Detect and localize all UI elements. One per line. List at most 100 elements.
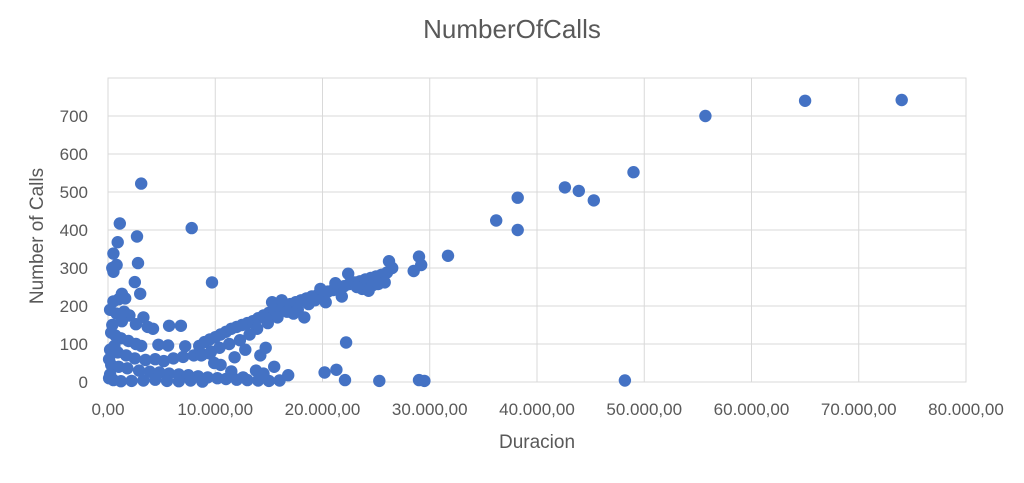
data-point xyxy=(135,177,148,190)
data-point xyxy=(130,230,144,243)
data-point xyxy=(131,256,145,270)
x-tick-label: 40.000,00 xyxy=(499,400,575,419)
data-point xyxy=(135,339,148,353)
data-point xyxy=(271,311,284,324)
data-point xyxy=(699,109,712,123)
data-point xyxy=(223,337,236,351)
x-tick-label: 20.000,00 xyxy=(285,400,361,419)
data-point xyxy=(259,341,272,354)
data-point xyxy=(407,264,420,278)
data-point xyxy=(339,336,353,349)
data-point xyxy=(121,362,134,375)
data-point xyxy=(261,316,274,330)
data-point xyxy=(330,363,343,376)
y-tick-label: 100 xyxy=(60,335,88,354)
data-point xyxy=(382,255,396,268)
data-point xyxy=(115,315,129,328)
data-point xyxy=(128,352,141,365)
data-point xyxy=(228,351,241,364)
data-point xyxy=(161,339,175,352)
x-tick-label: 80.000,00 xyxy=(928,400,1004,419)
data-point xyxy=(139,353,152,367)
y-tick-label: 600 xyxy=(60,145,88,164)
data-point xyxy=(236,371,250,384)
data-point xyxy=(108,339,121,353)
data-point xyxy=(572,184,585,198)
data-point xyxy=(162,319,176,332)
data-point xyxy=(282,369,295,382)
y-tick-label: 400 xyxy=(60,221,88,240)
data-point xyxy=(157,354,170,368)
data-point xyxy=(362,284,375,297)
data-point xyxy=(132,364,146,377)
data-points xyxy=(102,93,908,388)
y-tick-label: 300 xyxy=(60,259,88,278)
y-tick-label: 200 xyxy=(60,297,88,316)
data-point xyxy=(587,194,600,207)
data-point xyxy=(490,214,503,227)
data-point xyxy=(125,374,138,388)
data-point xyxy=(114,375,128,388)
data-point xyxy=(275,294,288,307)
data-point xyxy=(233,334,247,347)
data-point xyxy=(196,375,209,388)
data-point xyxy=(152,338,165,351)
data-point xyxy=(335,290,348,303)
data-point xyxy=(208,356,221,370)
data-point xyxy=(179,340,192,353)
data-point xyxy=(172,375,185,388)
x-axis-title: Duracion xyxy=(499,432,575,453)
chart-title: NumberOfCalls xyxy=(423,14,601,44)
data-point xyxy=(106,318,119,332)
data-point xyxy=(308,294,322,307)
data-point xyxy=(184,374,197,387)
data-point xyxy=(511,191,524,204)
data-point xyxy=(618,374,632,387)
data-point xyxy=(225,365,238,378)
data-point xyxy=(107,247,120,260)
data-point xyxy=(134,287,147,300)
tick-labels: 0,00 10.000,00 20.000,00 30.000,00 40.000,00… xyxy=(27,107,1004,453)
data-point xyxy=(128,275,141,289)
data-point xyxy=(342,267,355,280)
data-point xyxy=(185,221,198,235)
data-point xyxy=(373,374,386,388)
data-point xyxy=(102,353,116,366)
x-tick-label: 10.000,00 xyxy=(177,400,253,419)
data-point xyxy=(287,307,300,320)
x-tick-label: 50.000,00 xyxy=(606,400,682,419)
data-point xyxy=(195,349,208,362)
data-point xyxy=(268,360,281,373)
x-tick-label: 30.000,00 xyxy=(392,400,468,419)
data-point xyxy=(318,366,331,379)
data-point xyxy=(249,364,263,377)
data-point xyxy=(167,352,180,365)
data-point xyxy=(314,282,327,296)
data-point xyxy=(319,296,332,309)
data-point xyxy=(350,280,363,294)
data-point xyxy=(119,292,132,305)
data-point xyxy=(265,296,279,309)
data-point xyxy=(558,181,572,194)
y-tick-label: 500 xyxy=(60,183,88,202)
data-point xyxy=(895,93,908,107)
data-point xyxy=(174,319,188,332)
data-point xyxy=(146,322,160,335)
data-point xyxy=(511,223,524,237)
y-tick-label: 0 xyxy=(79,373,88,392)
data-point xyxy=(298,311,311,324)
data-point xyxy=(798,94,812,108)
x-tick-label: 60.000,00 xyxy=(714,400,790,419)
data-point xyxy=(338,373,352,387)
x-tick-label: 0,00 xyxy=(91,400,124,419)
data-point xyxy=(160,374,174,388)
data-point xyxy=(113,217,127,230)
data-point xyxy=(111,236,124,249)
data-point xyxy=(205,276,219,289)
data-point xyxy=(329,277,342,290)
data-point xyxy=(441,249,455,262)
data-point xyxy=(137,374,150,387)
y-axis-title: Number of Calls xyxy=(27,168,48,304)
